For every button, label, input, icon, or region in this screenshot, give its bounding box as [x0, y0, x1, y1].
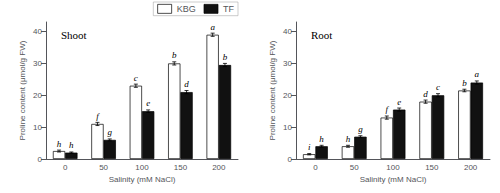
svg-text:d: d [423, 89, 428, 99]
svg-text:50: 50 [350, 163, 359, 172]
svg-text:b: b [172, 50, 177, 60]
svg-text:h: h [346, 134, 351, 144]
svg-text:40: 40 [283, 27, 292, 36]
svg-text:g: g [358, 124, 363, 134]
svg-text:50: 50 [99, 163, 108, 172]
svg-text:Root: Root [311, 29, 332, 41]
svg-text:200: 200 [212, 163, 226, 172]
svg-text:Proline content (μmol/g FW): Proline content (μmol/g FW) [18, 40, 27, 140]
svg-text:KBG: KBG [177, 4, 196, 14]
svg-text:0: 0 [288, 155, 293, 164]
svg-text:30: 30 [33, 59, 42, 68]
svg-text:b: b [462, 78, 467, 88]
svg-text:0: 0 [313, 163, 318, 172]
svg-text:a: a [210, 22, 215, 32]
svg-text:150: 150 [425, 163, 439, 172]
svg-text:e: e [146, 98, 150, 108]
svg-text:h: h [319, 134, 324, 144]
svg-text:c: c [134, 73, 138, 83]
svg-text:10: 10 [283, 123, 292, 132]
svg-text:e: e [397, 97, 401, 107]
svg-text:200: 200 [464, 163, 478, 172]
svg-text:i: i [308, 142, 311, 152]
svg-text:Salinity (mM NaCl): Salinity (mM NaCl) [109, 175, 176, 184]
svg-text:20: 20 [283, 91, 292, 100]
svg-text:Salinity (mM NaCl): Salinity (mM NaCl) [360, 175, 427, 184]
svg-text:20: 20 [33, 91, 42, 100]
svg-text:d: d [184, 79, 189, 89]
svg-text:10: 10 [33, 123, 42, 132]
svg-text:g: g [107, 127, 112, 137]
svg-text:150: 150 [174, 163, 188, 172]
svg-text:h: h [69, 140, 74, 150]
svg-text:b: b [223, 52, 228, 62]
svg-text:f: f [386, 104, 390, 114]
svg-text:0: 0 [63, 163, 68, 172]
svg-text:a: a [475, 69, 480, 79]
svg-text:TF: TF [223, 4, 234, 14]
svg-text:h: h [57, 139, 62, 149]
svg-text:40: 40 [33, 27, 42, 36]
svg-text:f: f [96, 111, 100, 121]
svg-text:Shoot: Shoot [61, 29, 87, 41]
svg-text:100: 100 [386, 163, 400, 172]
svg-text:100: 100 [135, 163, 149, 172]
svg-text:30: 30 [283, 59, 292, 68]
svg-text:0: 0 [38, 155, 43, 164]
svg-text:Proline content (μmol/g FW): Proline content (μmol/g FW) [268, 40, 277, 140]
svg-text:c: c [436, 82, 440, 92]
